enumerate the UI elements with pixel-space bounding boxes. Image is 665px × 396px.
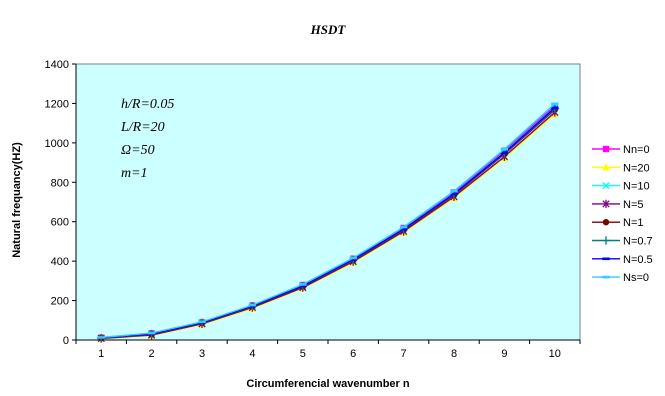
series-line bbox=[101, 111, 556, 340]
x-tick-label: 1 bbox=[98, 348, 104, 360]
y-axis-label: Natural frequancy(HZ) bbox=[11, 142, 23, 258]
data-point bbox=[551, 106, 559, 110]
data-point bbox=[349, 258, 357, 261]
plot-area bbox=[75, 63, 581, 341]
annotation: m=1 bbox=[121, 166, 148, 181]
legend-marker bbox=[601, 236, 611, 245]
y-tick-label: 600 bbox=[51, 217, 69, 229]
legend-label: N=0.5 bbox=[623, 254, 653, 266]
x-axis-label: Circumferencial wavenumber n bbox=[246, 378, 410, 390]
data-point bbox=[551, 102, 559, 106]
data-point bbox=[500, 147, 509, 151]
data-point bbox=[500, 151, 509, 155]
data-point bbox=[299, 284, 307, 288]
legend-item: N=1 bbox=[592, 217, 644, 229]
y-tick-label: 1000 bbox=[45, 138, 69, 150]
data-point bbox=[248, 303, 257, 307]
annotation: h/R=0.05 bbox=[121, 97, 174, 112]
legend: Nn=0 N=20 N=10 N=5 N=1 N=0.7 N=0.5 Ns=0 bbox=[592, 144, 653, 284]
legend-item: N=10 bbox=[592, 181, 650, 193]
y-tick-label: 200 bbox=[51, 296, 69, 308]
x-tick-label: 4 bbox=[249, 348, 255, 360]
legend-marker bbox=[602, 181, 610, 190]
x-tick-label: 5 bbox=[300, 348, 306, 360]
y-tick-label: 1200 bbox=[45, 98, 69, 110]
x-tick-label: 3 bbox=[199, 348, 205, 360]
legend-item: N=0.5 bbox=[592, 254, 653, 266]
legend-marker bbox=[602, 257, 610, 261]
x-tick-label: 2 bbox=[149, 348, 155, 360]
axes: 0 200 400 600 800 1000 1200 1400 1 2 3 4 5 6 7 8 9 10 bbox=[45, 59, 581, 360]
annotation: L/R=20 bbox=[120, 120, 165, 135]
series-Ns=0 bbox=[97, 102, 559, 339]
chart-title: HSDT bbox=[310, 22, 347, 37]
legend-label: N=0.7 bbox=[623, 236, 653, 248]
x-tick-label: 10 bbox=[549, 348, 561, 360]
x-tick-label: 6 bbox=[350, 348, 356, 360]
series-line bbox=[101, 107, 556, 339]
legend-label: Ns=0 bbox=[623, 272, 649, 284]
legend-label: N=20 bbox=[623, 162, 650, 174]
data-point bbox=[299, 283, 307, 286]
legend-marker bbox=[602, 219, 610, 226]
y-tick-label: 400 bbox=[51, 256, 69, 268]
annotation: Ω=50 bbox=[121, 143, 155, 158]
legend-item: N=20 bbox=[592, 162, 650, 174]
data-point bbox=[399, 225, 408, 229]
legend-item: Nn=0 bbox=[592, 144, 650, 156]
legend-label: N=1 bbox=[623, 217, 644, 229]
data-point bbox=[399, 227, 408, 231]
data-point bbox=[450, 189, 458, 193]
series-line bbox=[101, 103, 556, 339]
data-point bbox=[198, 320, 206, 324]
y-tick-label: 0 bbox=[63, 335, 69, 347]
y-tick-label: 800 bbox=[51, 177, 69, 189]
legend-marker bbox=[602, 145, 610, 153]
data-point bbox=[97, 336, 105, 339]
legend-item: N=5 bbox=[592, 199, 644, 211]
annotations: h/R=0.05 L/R=20 Ω=50 m=1 bbox=[120, 97, 174, 181]
x-tick-label: 9 bbox=[501, 348, 507, 360]
legend-marker bbox=[602, 199, 610, 209]
data-point bbox=[450, 192, 458, 196]
legend-label: Nn=0 bbox=[623, 144, 650, 156]
y-tick-label: 1400 bbox=[45, 59, 69, 71]
legend-marker bbox=[602, 275, 610, 279]
legend-marker bbox=[602, 163, 610, 171]
legend-label: N=10 bbox=[623, 181, 650, 193]
legend-item: N=0.7 bbox=[592, 236, 653, 248]
x-tick-label: 8 bbox=[451, 348, 457, 360]
x-tick-label: 7 bbox=[401, 348, 407, 360]
data-point bbox=[349, 256, 357, 260]
legend-item: Ns=0 bbox=[592, 272, 649, 284]
data-point bbox=[147, 331, 156, 335]
series-layer bbox=[97, 102, 559, 343]
legend-label: N=5 bbox=[623, 199, 644, 211]
